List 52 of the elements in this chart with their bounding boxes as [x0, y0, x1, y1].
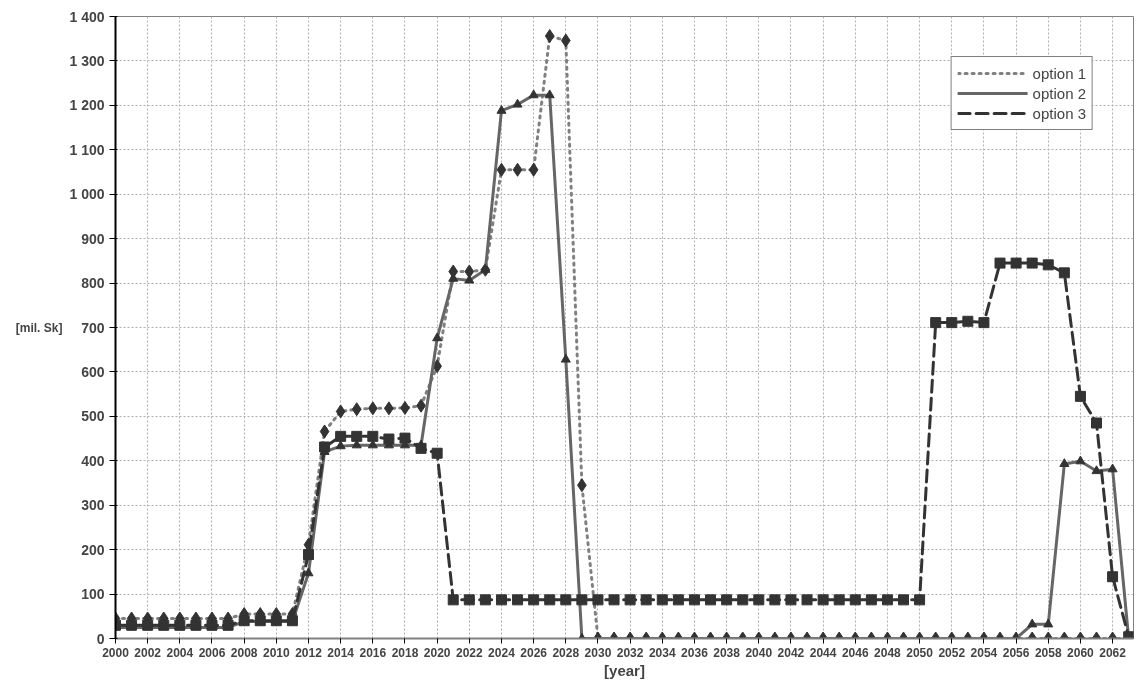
- y-tick-label: 1 300: [69, 52, 105, 69]
- y-tick-label: 900: [81, 230, 105, 247]
- y-tick-label: 1 100: [69, 141, 105, 158]
- x-tick-label: 2058: [1034, 645, 1062, 660]
- legend-label: option 2: [1032, 84, 1086, 102]
- x-tick-label: 2060: [1067, 645, 1095, 660]
- legend-label: option 1: [1032, 64, 1086, 82]
- y-tick-label: 1 200: [69, 97, 105, 114]
- x-tick-label: 2042: [777, 645, 805, 660]
- y-tick-label: 400: [81, 452, 105, 469]
- x-tick-label: 2024: [488, 645, 516, 660]
- y-tick-label: 800: [81, 275, 105, 292]
- y-tick-label: 0: [96, 630, 105, 647]
- x-tick-label: 2004: [166, 645, 194, 660]
- x-tick-label: 2000: [102, 645, 130, 660]
- x-tick-label: 2048: [874, 645, 902, 660]
- x-tick-label: 2034: [648, 645, 676, 660]
- x-tick-label: 2016: [359, 645, 387, 660]
- x-tick-label: 2062: [1099, 645, 1127, 660]
- x-tick-label: 2010: [262, 645, 290, 660]
- x-tick-label: 2006: [198, 645, 226, 660]
- x-tick-label: 2050: [906, 645, 934, 660]
- x-tick-label: 2036: [681, 645, 709, 660]
- x-tick-label: 2038: [713, 645, 741, 660]
- x-tick-label: 2032: [616, 645, 644, 660]
- x-tick-label: 2040: [745, 645, 773, 660]
- x-tick-label: 2044: [809, 645, 837, 660]
- x-tick-label: 2028: [552, 645, 580, 660]
- x-tick-label: 2056: [1002, 645, 1030, 660]
- x-tick-label: 2030: [584, 645, 612, 660]
- x-tick-label: 2020: [423, 645, 451, 660]
- y-tick-label: 300: [81, 497, 105, 514]
- x-tick-label: 2054: [970, 645, 998, 660]
- x-tick-label: 2014: [327, 645, 355, 660]
- x-tick-label: 2022: [455, 645, 483, 660]
- x-tick-label: 2008: [230, 645, 258, 660]
- x-tick-label: 2002: [134, 645, 162, 660]
- y-tick-label: 600: [81, 363, 105, 380]
- y-tick-label: 1 400: [69, 8, 105, 25]
- y-axis-title: [mil. Sk]: [15, 320, 63, 335]
- y-tick-label: 200: [81, 541, 105, 558]
- x-axis-title: [year]: [604, 661, 645, 679]
- y-tick-label: 100: [81, 586, 105, 603]
- y-tick-label: 1 000: [69, 186, 105, 203]
- x-tick-label: 2012: [295, 645, 323, 660]
- y-tick-label: 500: [81, 408, 105, 425]
- legend-label: option 3: [1032, 104, 1086, 122]
- x-tick-label: 2026: [520, 645, 548, 660]
- x-tick-label: 2018: [391, 645, 419, 660]
- x-tick-label: 2046: [841, 645, 869, 660]
- x-tick-label: 2052: [938, 645, 966, 660]
- y-tick-label: 700: [81, 319, 105, 336]
